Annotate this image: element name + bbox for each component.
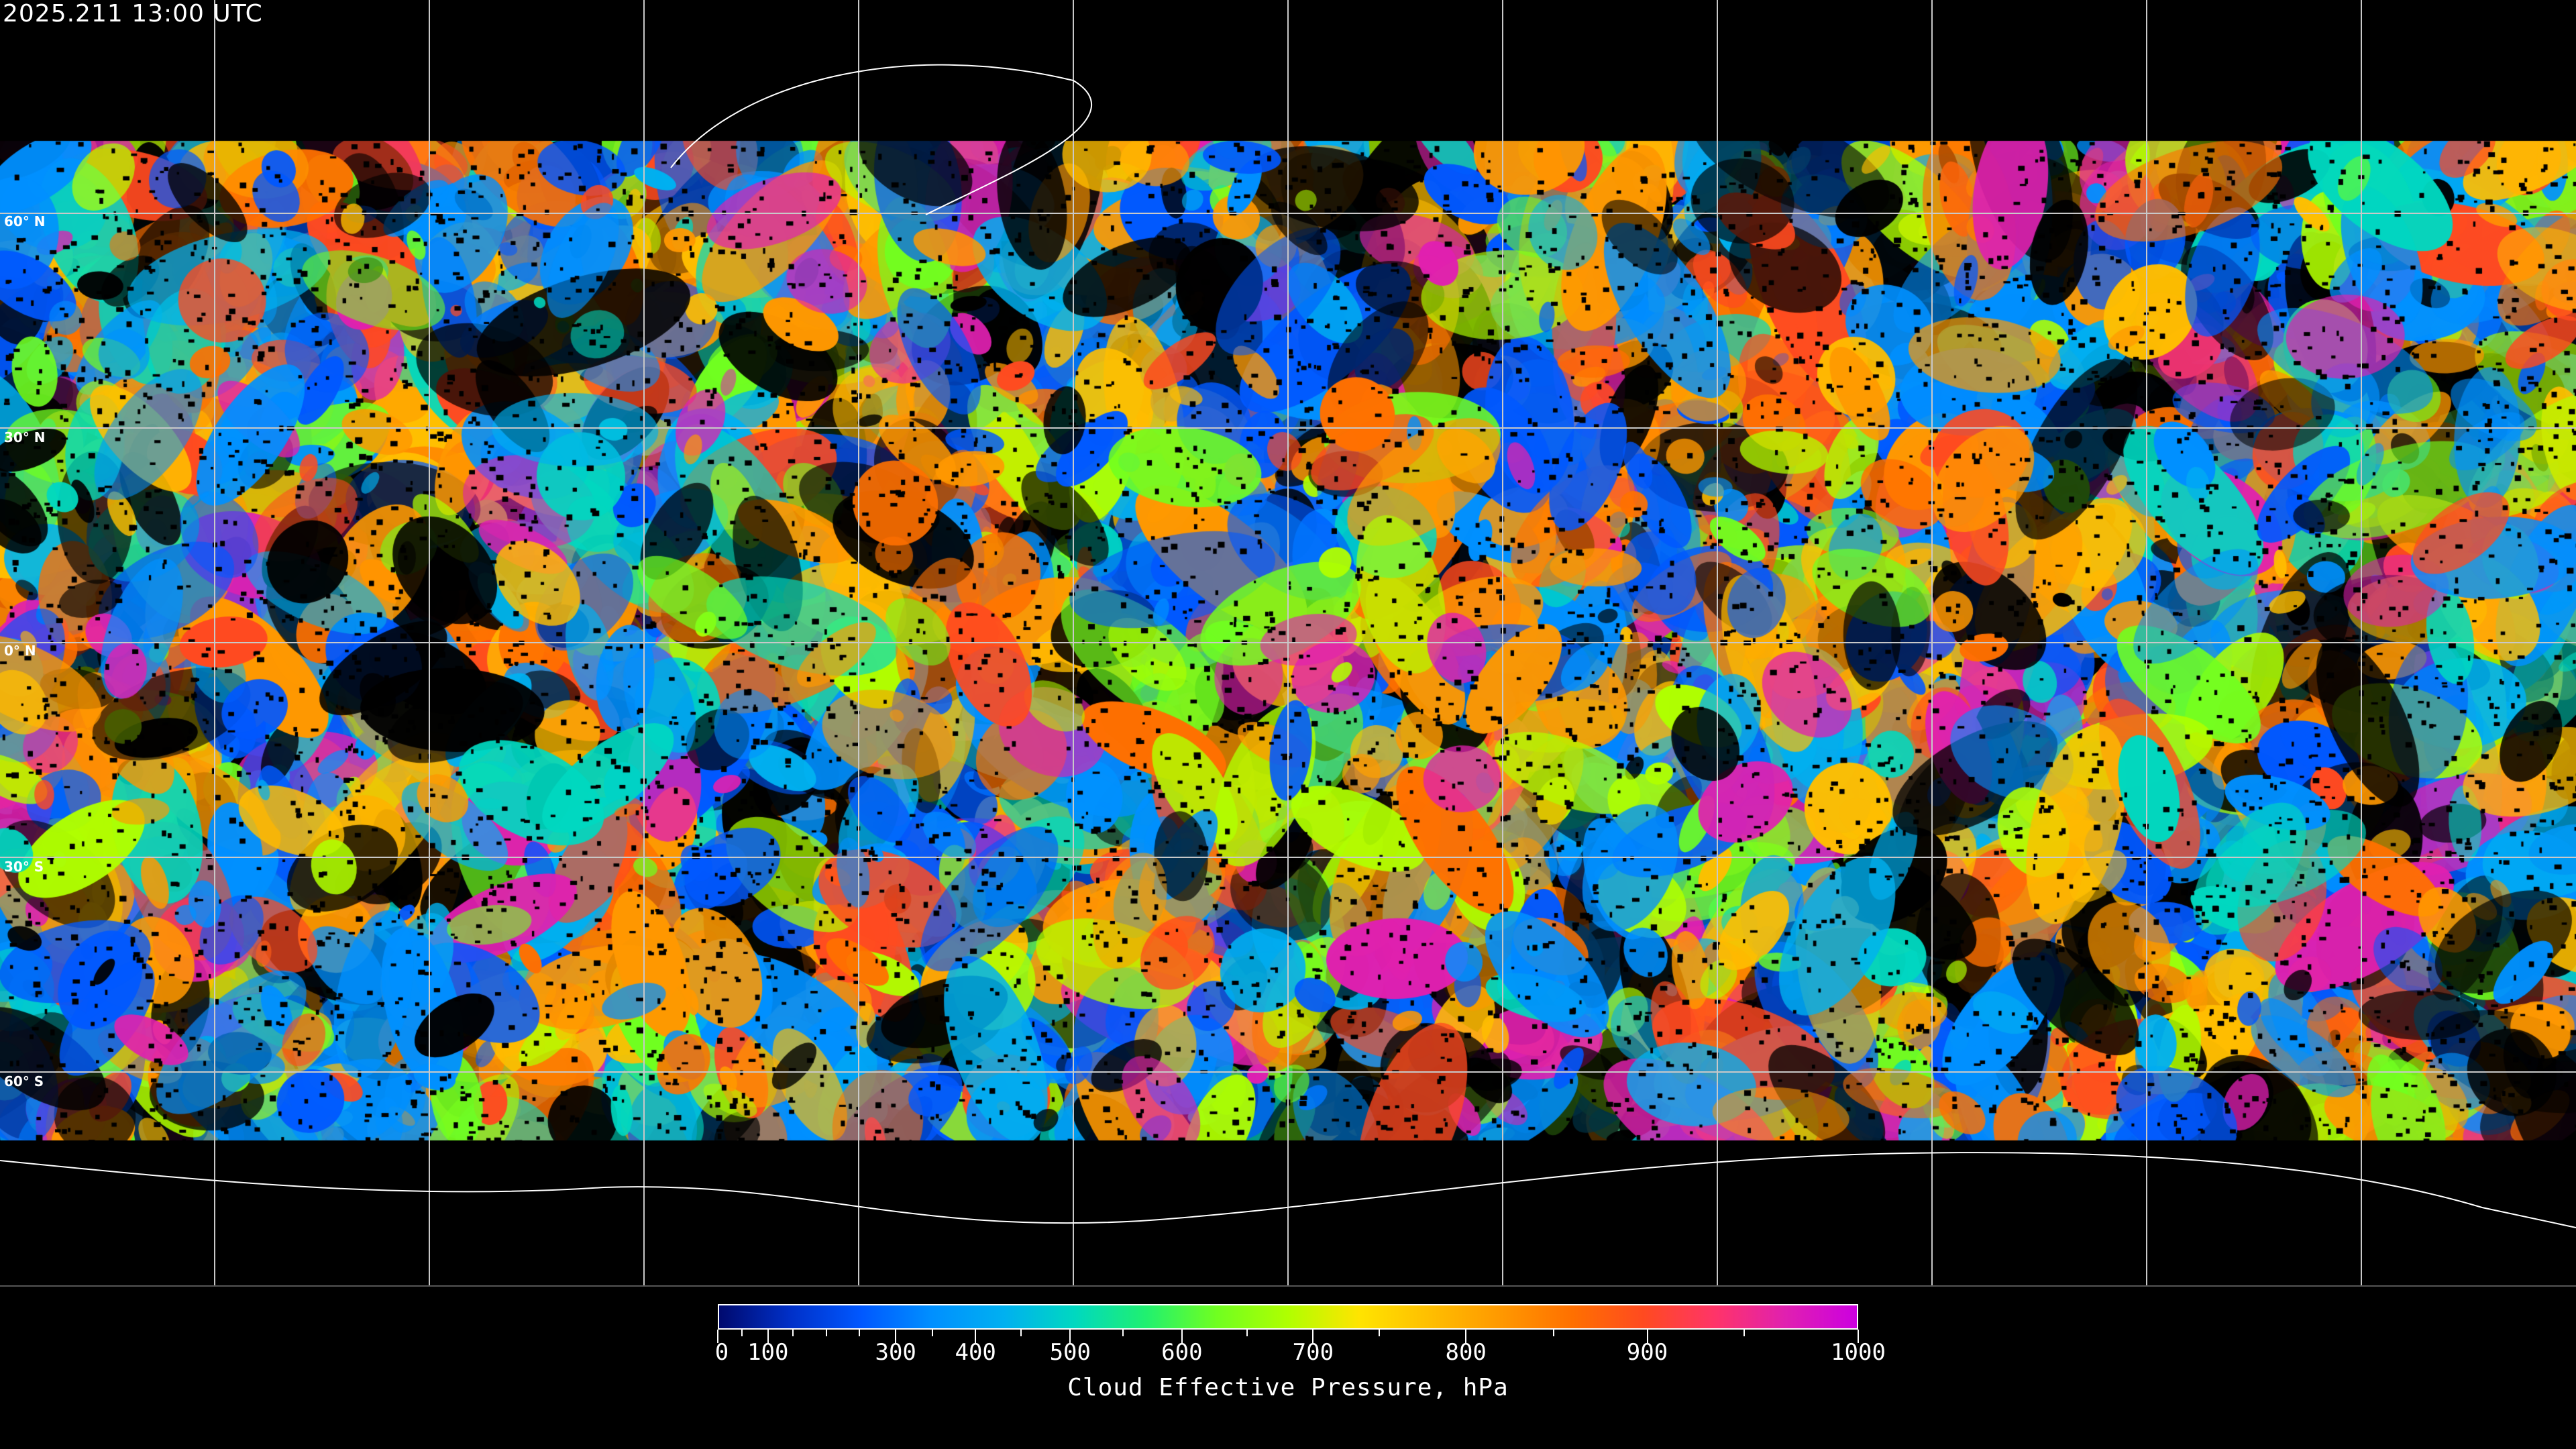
colorbar-tick-label: 400 (955, 1339, 996, 1366)
colorbar-tick-label: 900 (1626, 1339, 1668, 1366)
coastline (0, 1152, 2576, 1228)
colorbar-tick (895, 1330, 897, 1343)
lat-label-60s: 60° S (4, 1073, 44, 1089)
colorbar-minor-tick (792, 1330, 794, 1336)
colorbar-minor-tick (1379, 1330, 1380, 1336)
colorbar-tick-label: 300 (875, 1339, 916, 1366)
colorbar-minor-tick (931, 1330, 933, 1336)
colorbar-tick (1181, 1330, 1183, 1343)
lat-label-30s: 30° S (4, 859, 44, 875)
colorbar-minor-tick (1246, 1330, 1248, 1336)
colorbar-tick (1312, 1330, 1314, 1343)
colorbar-tick (767, 1330, 769, 1343)
graticule (0, 0, 2576, 1285)
lat-label-0: 0° N (4, 643, 36, 659)
colorbar-tick (1069, 1330, 1071, 1343)
colorbar-tick-label: 500 (1049, 1339, 1091, 1366)
colorbar-minor-tick (1743, 1330, 1745, 1336)
colorbar-tick-label: 700 (1292, 1339, 1334, 1366)
coastline (670, 64, 1093, 215)
colorbar-tick-label: 600 (1161, 1339, 1203, 1366)
colorbar-minor-tick (741, 1330, 743, 1336)
colorbar-tick (975, 1330, 977, 1343)
colorbar-minor-tick (1553, 1330, 1555, 1336)
colorbar-minor-tick (825, 1330, 827, 1336)
cloud-pressure-map: 2025.211 13:00 UTC 60° N 30° N 0° N 30° … (0, 0, 2576, 1287)
colorbar-tick-label: 800 (1445, 1339, 1487, 1366)
colorbar-ticks: 0 100 300 400 500 600 700 800 900 1000 (714, 1330, 1886, 1383)
colorbar-minor-tick (1020, 1330, 1022, 1336)
colorbar-title: Cloud Effective Pressure, hPa (1067, 1374, 1509, 1401)
colorbar (718, 1304, 1858, 1330)
colorbar-tick (1646, 1330, 1648, 1343)
lat-label-30n: 30° N (4, 429, 46, 445)
lat-label-60n: 60° N (4, 213, 46, 229)
colorbar-tick (1465, 1330, 1467, 1343)
colorbar-tick (1858, 1330, 1859, 1343)
colorbar-tick-label: 0 (714, 1339, 729, 1366)
colorbar-tick-label: 1000 (1831, 1339, 1886, 1366)
colorbar-tick-label: 100 (747, 1339, 789, 1366)
colorbar-tick (717, 1330, 718, 1343)
colorbar-minor-tick (1122, 1330, 1124, 1336)
colorbar-minor-tick (858, 1330, 860, 1336)
timestamp-title: 2025.211 13:00 UTC (3, 0, 263, 28)
